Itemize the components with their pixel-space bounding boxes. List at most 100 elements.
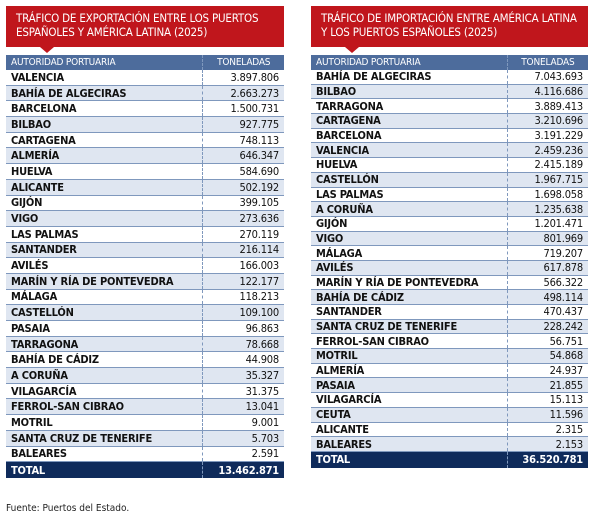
- table-row: ALICANTE 2.315: [311, 422, 588, 438]
- export-table: AUTORIDAD PORTUARIA TONELADAS VALENCIA 3.…: [6, 55, 284, 479]
- column-header-port-authority: AUTORIDAD PORTUARIA: [311, 55, 508, 70]
- port-name: VALENCIA: [311, 142, 508, 159]
- port-name: A CORUÑA: [6, 367, 204, 384]
- port-name: SANTANDER: [311, 304, 508, 320]
- port-name: ALMERÍA: [311, 363, 508, 379]
- port-name: CASTELLÓN: [6, 304, 204, 321]
- import-table-title: TRÁFICO DE IMPORTACIÓN ENTRE AMÉRICA LAT…: [311, 6, 588, 53]
- tonnes-value: 7.043.693: [507, 70, 588, 85]
- table-row: BILBAO 4.116.686: [311, 84, 588, 100]
- port-name: TARRAGONA: [311, 98, 508, 115]
- table-row: A CORUÑA 1.235.638: [311, 201, 588, 217]
- table-row: GIJÓN 399.105: [6, 195, 284, 212]
- port-name: BAHÍA DE ALGECIRAS: [311, 70, 508, 85]
- port-name: GIJÓN: [311, 216, 508, 232]
- source-note: Fuente: Puertos del Estado.: [6, 503, 130, 514]
- tonnes-value: 2.153: [507, 436, 588, 452]
- table-row: PASAIA 96.863: [6, 320, 284, 337]
- column-header-tonnes: TONELADAS: [202, 55, 284, 70]
- table-row: VIGO 801.969: [311, 231, 588, 247]
- port-name: MARÍN Y RÍA DE PONTEVEDRA: [311, 275, 508, 291]
- table-row: BAHÍA DE CÁDIZ 498.114: [311, 289, 588, 305]
- port-name: VALENCIA: [6, 70, 204, 86]
- tonnes-value: 270.119: [202, 226, 284, 243]
- table-row: HUELVA 2.415.189: [311, 157, 588, 173]
- tonnes-value: 470.437: [507, 304, 588, 320]
- tonnes-value: 646.347: [202, 147, 284, 165]
- port-name: MARÍN Y RÍA DE PONTEVEDRA: [6, 273, 204, 290]
- port-name: VILAGARCÍA: [6, 383, 204, 400]
- table-row: MARÍN Y RÍA DE PONTEVEDRA 566.322: [311, 275, 588, 291]
- port-name: BILBAO: [311, 84, 508, 100]
- tonnes-value: 9.001: [202, 414, 284, 431]
- port-name: BILBAO: [6, 116, 204, 133]
- table-row: LAS PALMAS 1.698.058: [311, 187, 588, 203]
- column-header-tonnes: TONELADAS: [507, 55, 588, 70]
- tonnes-value: 3.897.806: [202, 70, 284, 86]
- port-name: ALICANTE: [311, 422, 508, 438]
- port-name: SANTA CRUZ DE TENERIFE: [6, 430, 204, 447]
- port-name: LAS PALMAS: [311, 187, 508, 203]
- port-name: ALICANTE: [6, 179, 204, 196]
- port-name: PASAIA: [6, 320, 204, 337]
- tonnes-value: 273.636: [202, 210, 284, 227]
- table-row: VIGO 273.636: [6, 210, 284, 227]
- tonnes-value: 927.775: [202, 116, 284, 133]
- table-row: ALICANTE 502.192: [6, 179, 284, 196]
- tonnes-value: 56.751: [507, 333, 588, 350]
- port-name: GIJÓN: [6, 195, 204, 212]
- tonnes-value: 109.100: [202, 304, 284, 321]
- total-value: 36.520.781: [507, 451, 588, 468]
- table-row: AVILÉS 617.878: [311, 260, 588, 276]
- table-row: ALMERÍA 646.347: [6, 147, 284, 165]
- port-name: MOTRIL: [311, 348, 508, 364]
- tonnes-value: 3.210.696: [507, 113, 588, 129]
- tonnes-value: 31.375: [202, 383, 284, 400]
- tonnes-value: 801.969: [507, 231, 588, 247]
- tonnes-value: 617.878: [507, 260, 588, 276]
- tonnes-value: 3.889.413: [507, 98, 588, 115]
- tonnes-value: 502.192: [202, 179, 284, 196]
- tonnes-value: 399.105: [202, 195, 284, 212]
- tonnes-value: 2.415.189: [507, 157, 588, 173]
- tonnes-value: 24.937: [507, 363, 588, 379]
- table-row: BAHÍA DE ALGECIRAS 7.043.693: [311, 70, 588, 85]
- export-table-title: TRÁFICO DE EXPORTACIÓN ENTRE LOS PUERTOS…: [6, 6, 284, 53]
- table-row: VILAGARCÍA 31.375: [6, 383, 284, 400]
- tonnes-value: 21.855: [507, 377, 588, 394]
- port-name: MÁLAGA: [6, 289, 204, 306]
- tonnes-value: 166.003: [202, 257, 284, 274]
- table-row: CARTAGENA 3.210.696: [311, 113, 588, 129]
- table-row: CARTAGENA 748.113: [6, 132, 284, 149]
- total-label: TOTAL: [6, 461, 204, 479]
- table-row: CASTELLÓN 1.967.715: [311, 172, 588, 188]
- table-row: ALMERÍA 24.937: [311, 363, 588, 379]
- port-name: A CORUÑA: [311, 201, 508, 217]
- port-name: VIGO: [311, 231, 508, 247]
- tonnes-value: 1.698.058: [507, 187, 588, 203]
- table-row: MOTRIL 54.868: [311, 348, 588, 364]
- port-name: FERROL-SAN CIBRAO: [6, 398, 204, 416]
- table-row: VALENCIA 3.897.806: [6, 70, 284, 86]
- tonnes-value: 35.327: [202, 367, 284, 384]
- tonnes-value: 11.596: [507, 407, 588, 423]
- port-name: HUELVA: [6, 163, 204, 180]
- table-row: VALENCIA 2.459.236: [311, 142, 588, 159]
- tonnes-value: 4.116.686: [507, 84, 588, 100]
- tonnes-value: 96.863: [202, 320, 284, 337]
- table-row: LAS PALMAS 270.119: [6, 226, 284, 243]
- total-label: TOTAL: [311, 451, 508, 468]
- table-row: BAHÍA DE CÁDIZ 44.908: [6, 351, 284, 369]
- table-row: BARCELONA 1.500.731: [6, 100, 284, 118]
- table-row: CASTELLÓN 109.100: [6, 304, 284, 321]
- tonnes-value: 2.663.273: [202, 85, 284, 102]
- port-name: PASAIA: [311, 377, 508, 394]
- tonnes-value: 118.213: [202, 289, 284, 306]
- tonnes-value: 2.315: [507, 422, 588, 438]
- tonnes-value: 2.459.236: [507, 142, 588, 159]
- tonnes-value: 3.191.229: [507, 128, 588, 144]
- tonnes-value: 78.668: [202, 336, 284, 353]
- tonnes-value: 1.500.731: [202, 100, 284, 118]
- port-name: CARTAGENA: [6, 132, 204, 149]
- tonnes-value: 1.967.715: [507, 172, 588, 188]
